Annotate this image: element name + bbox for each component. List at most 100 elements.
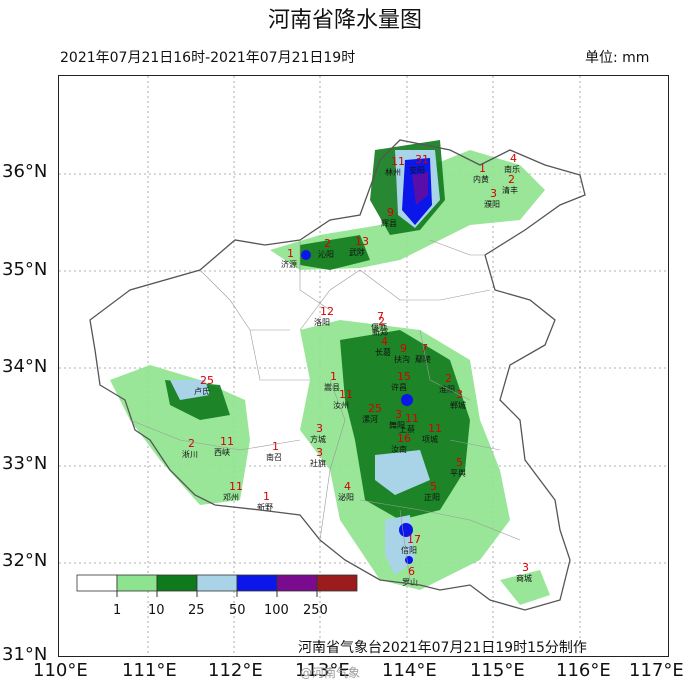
lon-label: 116°E [556, 660, 611, 681]
county-boundaries [129, 239, 521, 581]
lon-label: 117°E [629, 660, 684, 681]
station-value: 11 [339, 388, 353, 401]
station-name: 正阳 [424, 493, 440, 502]
station-value: 1 [272, 440, 279, 453]
station-value: 1 [479, 162, 486, 175]
lon-label: 112°E [208, 660, 263, 681]
province-boundary [89, 139, 586, 611]
lon-label: 111°E [122, 660, 177, 681]
station-name: 卢氏 [194, 386, 210, 396]
station-name: 泌阳 [338, 492, 354, 502]
station-name: 西峡 [214, 447, 230, 457]
rain-area-moderate [300, 235, 370, 270]
legend-label: 100 [264, 603, 289, 618]
lat-label: 35°N [2, 259, 48, 280]
station-value: 3 [395, 408, 402, 421]
station-name: 洛阳 [314, 317, 330, 327]
rain-area-extreme [412, 172, 428, 205]
station-name: 方城 [310, 434, 326, 444]
lat-label: 36°N [2, 161, 48, 182]
station-name: 汝州 [333, 400, 349, 410]
station-value: 25 [200, 374, 214, 387]
rain-area-heavy [170, 380, 210, 400]
station-value: 12 [320, 305, 334, 318]
credit-line: 河南省气象台2021年07月21日19时15分制作 [298, 640, 587, 656]
station-name: 扶沟 [394, 354, 410, 364]
station-name: 南召 [266, 452, 282, 462]
station-value: 1 [263, 490, 270, 503]
station-value: 9 [387, 206, 394, 219]
station-name: 淮阳 [439, 384, 455, 394]
lat-label: 32°N [2, 550, 48, 571]
station-value: 1 [287, 247, 294, 260]
station-name: 舞阳 [389, 420, 405, 430]
legend-label: 50 [229, 603, 246, 618]
station-value: 2 [324, 237, 331, 250]
rain-area-heavy [375, 450, 430, 495]
station-name: 濮阳 [484, 199, 500, 209]
station-name: 安阳 [409, 165, 425, 175]
station-value: 11 [229, 480, 243, 493]
station-value: 13 [355, 235, 369, 248]
station-name: 新郑 [372, 327, 388, 337]
station-name: 嵩县 [324, 383, 340, 392]
lat-label: 34°N [2, 356, 48, 377]
station-value: 11 [405, 412, 419, 425]
unit-label: 单位: mm [585, 50, 650, 66]
station-value: 3 [316, 422, 323, 435]
station-value: 7 [421, 342, 428, 355]
station-value: 2 [378, 315, 385, 328]
rain-area-moderate [340, 330, 470, 520]
station-name: 汝南 [391, 444, 407, 454]
rain-area-very-heavy [401, 394, 413, 406]
station-value: 4 [510, 152, 517, 165]
station-name: 淅川 [182, 449, 198, 459]
station-value: 3 [490, 187, 497, 200]
legend-swatch [316, 574, 358, 592]
lon-label: 115°E [470, 660, 525, 681]
station-name: 清丰 [502, 185, 518, 195]
map-title: 河南省降水量图 [267, 8, 422, 33]
station-name: 社旗 [310, 458, 326, 468]
station-name: 辉县 [381, 219, 397, 228]
station-value: 2 [445, 372, 452, 385]
station-name: 信阳 [401, 545, 417, 555]
station-value: 1 [330, 370, 337, 383]
station-value: 4 [344, 480, 351, 493]
lon-label: 110°E [33, 660, 88, 681]
station-value: 31 [415, 153, 429, 166]
station-name: 漯河 [362, 414, 378, 424]
map-frame [58, 75, 669, 657]
station-value: 9 [400, 342, 407, 355]
station-name: 鄢陵 [415, 355, 431, 364]
legend-label: 10 [148, 603, 165, 618]
station-value: 16 [397, 432, 411, 445]
station-name: 许昌 [391, 382, 407, 392]
station-name: 罗山 [402, 577, 418, 587]
station-value: 15 [397, 370, 411, 383]
lat-label: 33°N [2, 453, 48, 474]
station-value: 6 [408, 565, 415, 578]
station-value: 5 [456, 456, 463, 469]
station-name: 邓州 [223, 493, 239, 502]
station-name: 上蔡 [399, 424, 415, 434]
watermark: @河南气象 [300, 666, 361, 680]
station-value: 17 [407, 533, 421, 546]
station-name: 南乐 [504, 164, 520, 174]
station-value: 11 [428, 422, 442, 435]
station-value: 4 [381, 335, 388, 348]
station-name: 林州 [385, 167, 401, 177]
lon-label: 114°E [382, 660, 437, 681]
station-name: 平舆 [450, 468, 466, 478]
station-name: 偃师 [371, 322, 387, 332]
station-value: 25 [368, 402, 382, 415]
station-name: 商城 [516, 573, 532, 583]
lat-label: 31°N [2, 644, 48, 665]
lon-label: 113°E [295, 660, 350, 681]
legend-label: 1 [113, 603, 122, 618]
station-value: 3 [522, 561, 529, 574]
station-value: 11 [391, 155, 405, 168]
station-name: 内黄 [473, 174, 489, 184]
